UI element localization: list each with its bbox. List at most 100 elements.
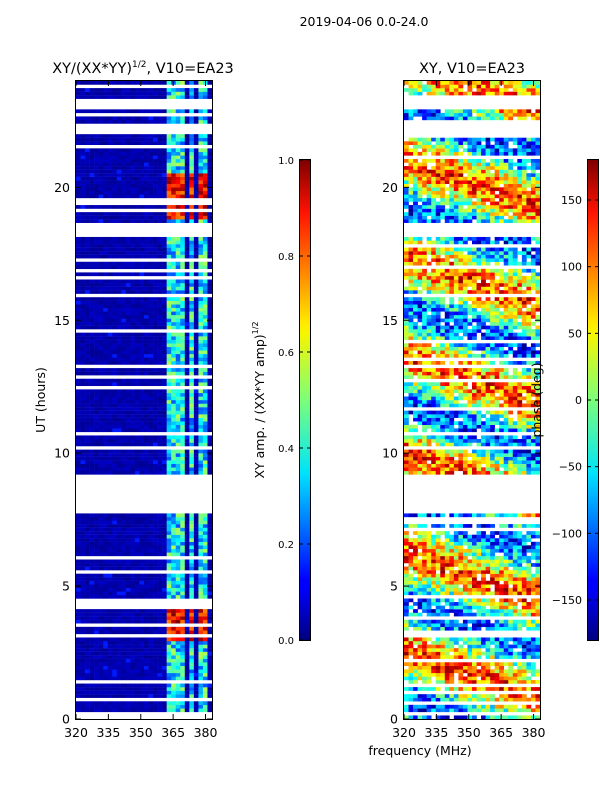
heatmap-cell-2 bbox=[521, 598, 527, 603]
heatmap-cell-1 bbox=[116, 591, 122, 596]
heatmap-cell-2 bbox=[435, 655, 441, 659]
heatmap-cell-1 bbox=[121, 584, 127, 589]
heatmap-cell-2 bbox=[422, 563, 427, 567]
heatmap-cell-2 bbox=[485, 704, 491, 709]
heatmap-cell-2 bbox=[467, 602, 473, 606]
heatmap-cell-1 bbox=[112, 297, 118, 301]
heatmap-cell-2 bbox=[517, 672, 523, 677]
heatmap-cell-1 bbox=[121, 392, 127, 397]
heatmap-cell-1 bbox=[157, 254, 163, 259]
heatmap-cell-1 bbox=[207, 254, 212, 259]
heatmap-cell-1 bbox=[144, 531, 149, 535]
heatmap-cell-1 bbox=[89, 95, 95, 99]
heatmap-cell-1 bbox=[189, 343, 195, 348]
heatmap-cell-2 bbox=[413, 609, 418, 613]
heatmap-cell-1 bbox=[153, 538, 158, 542]
heatmap-cell-1 bbox=[80, 311, 86, 316]
heatmap-cell-2 bbox=[476, 641, 482, 645]
heatmap-cell-1 bbox=[139, 531, 145, 535]
heatmap-cell-1 bbox=[98, 577, 104, 581]
heatmap-cell-1 bbox=[112, 584, 118, 589]
heatmap-cell-1 bbox=[166, 442, 172, 447]
heatmap-cell-1 bbox=[175, 531, 181, 535]
heatmap-cell-1 bbox=[112, 524, 118, 528]
heatmap-cell-2 bbox=[499, 587, 505, 592]
heatmap-cell-1 bbox=[193, 205, 199, 209]
heatmap-cell-1 bbox=[157, 563, 163, 567]
heatmap-cell-2 bbox=[404, 715, 409, 719]
heatmap-cell-1 bbox=[148, 183, 154, 188]
heatmap-cell-1 bbox=[144, 95, 149, 99]
heatmap-cell-1 bbox=[162, 669, 167, 674]
heatmap-cell-1 bbox=[98, 169, 104, 174]
heatmap-cell-1 bbox=[189, 247, 195, 252]
heatmap-cell-1 bbox=[157, 630, 163, 635]
heatmap-cell-1 bbox=[80, 336, 86, 340]
heatmap-cell-1 bbox=[89, 580, 95, 585]
heatmap-cell-1 bbox=[130, 261, 136, 266]
heatmap-cell-1 bbox=[139, 357, 145, 362]
heatmap-cell-1 bbox=[148, 378, 154, 383]
heatmap-cell-1 bbox=[134, 577, 140, 581]
heatmap-cell-1 bbox=[202, 162, 208, 167]
heatmap-cell-1 bbox=[157, 141, 163, 145]
heatmap-cell-1 bbox=[193, 194, 199, 199]
heatmap-cell-2 bbox=[453, 587, 459, 592]
heatmap-cell-1 bbox=[103, 400, 109, 404]
heatmap-cell-1 bbox=[207, 453, 212, 457]
heatmap-cell-1 bbox=[166, 307, 172, 312]
heatmap-cell-1 bbox=[116, 467, 122, 472]
heatmap-cell-2 bbox=[404, 669, 409, 674]
heatmap-cell-1 bbox=[107, 548, 113, 553]
heatmap-cell-1 bbox=[171, 187, 177, 192]
heatmap-cell-1 bbox=[162, 516, 167, 521]
heatmap-cell-1 bbox=[116, 690, 122, 695]
heatmap-cell-1 bbox=[107, 91, 113, 96]
heatmap-cell-1 bbox=[189, 648, 195, 652]
heatmap-cell-2 bbox=[440, 623, 446, 628]
heatmap-cell-1 bbox=[157, 584, 163, 589]
heatmap-cell-1 bbox=[85, 410, 90, 415]
heatmap-cell-1 bbox=[171, 612, 177, 617]
heatmap-cell-2 bbox=[462, 704, 468, 709]
heatmap-cell-1 bbox=[180, 236, 186, 241]
heatmap-cell-1 bbox=[166, 91, 172, 96]
heatmap-cell-1 bbox=[148, 353, 154, 358]
heatmap-cell-1 bbox=[107, 148, 113, 153]
heatmap-cell-1 bbox=[94, 453, 99, 457]
heatmap-cell-1 bbox=[121, 151, 127, 156]
heatmap-cell-1 bbox=[134, 332, 140, 337]
heatmap-cell-2 bbox=[413, 587, 418, 592]
heatmap-cell-1 bbox=[116, 683, 122, 688]
heatmap-cell-1 bbox=[189, 658, 195, 663]
heatmap-cell-1 bbox=[157, 325, 163, 330]
heatmap-cell-1 bbox=[207, 346, 212, 351]
heatmap-cell-1 bbox=[202, 655, 208, 659]
heatmap-cell-1 bbox=[157, 392, 163, 397]
heatmap-cell-2 bbox=[521, 580, 527, 585]
heatmap-cell-2 bbox=[422, 598, 427, 603]
heatmap-cell-2 bbox=[462, 598, 468, 603]
heatmap-cell-1 bbox=[144, 584, 149, 589]
heatmap-cell-1 bbox=[94, 382, 99, 387]
heatmap-cell-1 bbox=[134, 545, 140, 550]
heatmap-cell-1 bbox=[89, 322, 95, 326]
heatmap-cell-1 bbox=[162, 619, 167, 624]
heatmap-cell-1 bbox=[166, 158, 172, 163]
heatmap-cell-2 bbox=[431, 694, 437, 698]
heatmap-cell-2 bbox=[503, 687, 509, 691]
heatmap-cell-1 bbox=[139, 325, 145, 330]
heatmap-cell-1 bbox=[175, 205, 181, 209]
heatmap-cell-1 bbox=[193, 119, 199, 124]
heatmap-cell-1 bbox=[107, 424, 113, 429]
heatmap-cell-1 bbox=[103, 609, 109, 613]
heatmap-cell-2 bbox=[526, 591, 532, 596]
heatmap-cell-1 bbox=[189, 442, 195, 447]
heatmap-cell-1 bbox=[153, 594, 158, 599]
heatmap-cell-1 bbox=[157, 318, 163, 323]
heatmap-cell-2 bbox=[417, 672, 423, 677]
heatmap-cell-1 bbox=[134, 449, 140, 454]
heatmap-cell-2 bbox=[458, 563, 464, 567]
